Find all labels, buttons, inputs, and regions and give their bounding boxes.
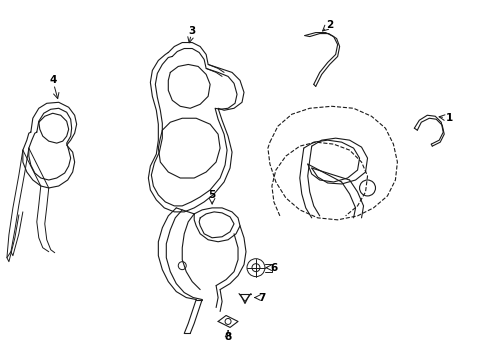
Text: 1: 1 bbox=[445, 113, 452, 123]
Text: 5: 5 bbox=[208, 190, 215, 200]
Text: 6: 6 bbox=[270, 263, 277, 273]
Text: 7: 7 bbox=[258, 293, 265, 302]
Text: 3: 3 bbox=[188, 26, 195, 36]
Text: 2: 2 bbox=[325, 19, 333, 30]
Text: 4: 4 bbox=[49, 75, 56, 85]
Text: 8: 8 bbox=[224, 332, 231, 342]
